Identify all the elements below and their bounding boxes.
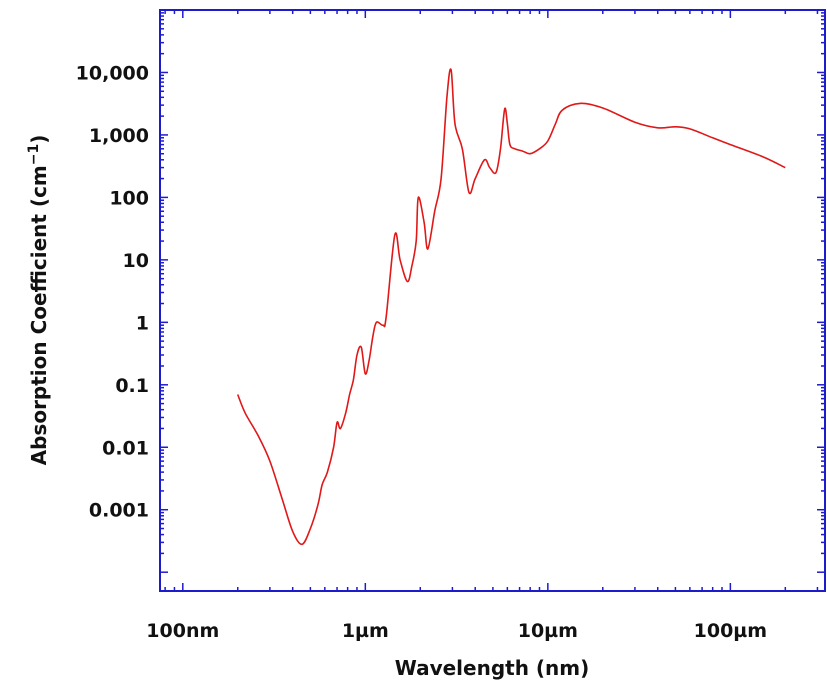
x-tick-label: 100nm (146, 620, 219, 642)
y-axis-tick-labels: 0.001 0.01 0.1 1 10 100 1,000 10,000 (76, 62, 149, 521)
y-tick-label: 10 (123, 250, 149, 272)
x-axis-ticks (164, 10, 819, 591)
y-tick-label: 1 (136, 312, 149, 334)
x-tick-label: 1µm (342, 620, 389, 642)
absorption-series-line (236, 68, 786, 546)
x-axis-tick-labels: 100nm 1µm 10µm 100µm (146, 620, 767, 642)
x-axis-title: Wavelength (nm) (395, 656, 590, 680)
x-tick-label: 10µm (518, 620, 578, 642)
x-tick-label: 100µm (694, 620, 767, 642)
y-tick-label: 10,000 (76, 62, 149, 84)
y-tick-label: 100 (109, 187, 149, 209)
y-axis-title: Absorption Coefficient (cm−1) (26, 135, 51, 466)
y-tick-label: 0.01 (102, 437, 149, 459)
plot-area (159, 9, 826, 592)
y-axis-title-superscript: −1 (26, 144, 42, 165)
y-tick-label: 1,000 (89, 125, 149, 147)
y-axis-title-main: Absorption Coefficient (cm (27, 165, 51, 465)
y-tick-label: 0.1 (115, 375, 149, 397)
y-tick-label: 0.001 (89, 500, 149, 522)
y-axis-title-close: ) (27, 135, 51, 144)
y-axis-ticks (160, 9, 825, 573)
